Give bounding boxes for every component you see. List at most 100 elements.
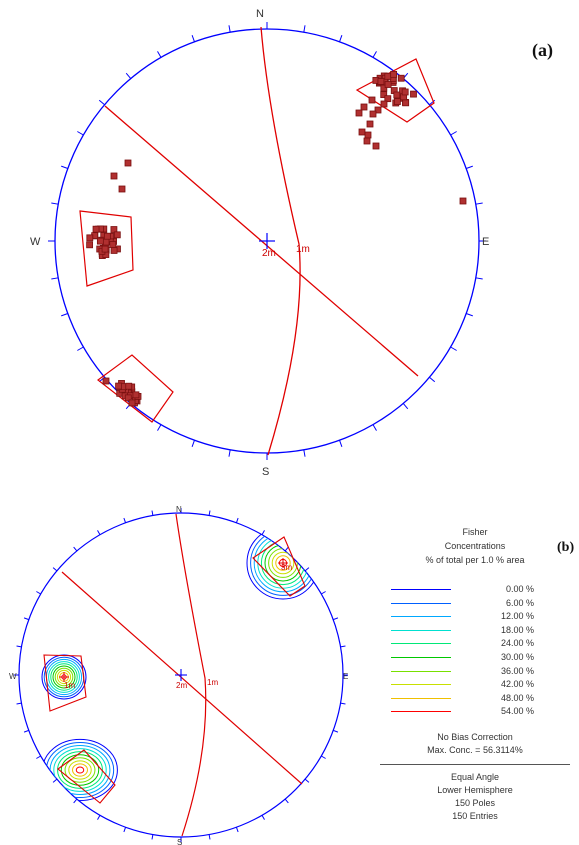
legend-level: 12.00 % [380, 610, 570, 624]
degree-tick [123, 827, 127, 833]
pole-marker [363, 137, 371, 145]
pole-marker [124, 159, 132, 167]
degree-tick [228, 25, 231, 33]
pole-marker [401, 88, 409, 96]
pole-marker [364, 131, 372, 139]
legend-swatch [391, 697, 451, 699]
degree-tick [51, 277, 59, 280]
contour-line [75, 766, 85, 774]
legend-level: 42.00 % [380, 678, 570, 692]
contour-line [275, 555, 291, 571]
legend-swatch [391, 670, 451, 672]
degree-tick [466, 165, 473, 169]
legend-level: 6.00 % [380, 597, 570, 611]
pole-count: 150 Poles [454, 797, 496, 808]
pole-marker [377, 78, 385, 85]
degree-tick [450, 131, 457, 136]
pole-marker [393, 98, 401, 105]
degree-tick [52, 567, 58, 572]
degree-tick [125, 72, 132, 79]
pole-marker [384, 72, 392, 80]
pole-marker [118, 185, 126, 193]
west-max-cross-b [59, 672, 69, 682]
degree-tick [151, 510, 154, 516]
pole-marker [358, 128, 366, 136]
legend-title-2: Concentrations [444, 541, 506, 551]
degree-tick [157, 51, 162, 58]
window-ne-a [355, 58, 435, 123]
pole-marker [103, 232, 111, 240]
contour-line [72, 763, 88, 777]
great-circle-nns-a [260, 26, 301, 456]
degree-tick [98, 99, 105, 106]
projection-type: Equal Angle [450, 771, 500, 782]
degree-tick [304, 778, 310, 783]
fisher-contours-b [41, 526, 320, 802]
pole-marker [369, 110, 377, 118]
center-cross-a [259, 233, 275, 249]
degree-tick [333, 617, 339, 621]
pole-marker [101, 245, 109, 253]
pole-marker [384, 95, 392, 103]
degree-tick [429, 376, 436, 383]
degree-tick [284, 546, 289, 552]
pole-marker [459, 197, 467, 205]
ne-set-marker-b: 3m [281, 563, 292, 572]
pole-marker [102, 377, 110, 385]
pole-marker [360, 103, 368, 111]
degree-tick [16, 645, 22, 648]
center-cross-b [175, 669, 187, 681]
contour-line [60, 754, 100, 786]
legend-level: 18.00 % [380, 624, 570, 638]
panel-b-label: (b) [557, 540, 575, 555]
legend-swatch [391, 629, 451, 631]
degree-tick [303, 25, 306, 33]
south-label-b: S [177, 838, 182, 845]
degree-tick [261, 530, 265, 535]
degree-tick [321, 591, 326, 595]
contour-line [52, 665, 76, 689]
pole-marker [86, 234, 94, 242]
degree-tick [429, 99, 436, 106]
degree-tick [208, 510, 211, 516]
hemisphere: Lower Hemisphere [437, 784, 513, 795]
pole-marker [380, 100, 388, 108]
pole-marker [115, 382, 122, 390]
degree-tick [228, 449, 231, 457]
west-label-a: W [30, 236, 41, 248]
contour-line [48, 661, 80, 693]
legend-divider [380, 763, 570, 765]
north-label-b: N [176, 505, 182, 514]
legend-title-1: Fisher [462, 527, 488, 537]
degree-tick [36, 591, 41, 595]
legend-title-3: % of total per 1.0 % area [425, 555, 525, 565]
degree-tick [123, 517, 127, 523]
window-ne-b [252, 536, 306, 597]
pole-marker [110, 247, 118, 254]
degree-tick [333, 729, 339, 733]
intersection-marker-a: 1m [296, 244, 310, 255]
pole-marker [128, 399, 136, 407]
legend-swatch [391, 711, 451, 713]
legend-value: 12.00 % [500, 611, 534, 622]
east-label-b: E [343, 672, 348, 681]
degree-tick [303, 449, 306, 457]
stereonet-b: N S E W 2m 1m 1m 3m [9, 505, 348, 845]
degree-tick [73, 546, 78, 552]
window-w-b [43, 654, 87, 712]
pole-marker [125, 382, 133, 390]
degree-tick [372, 424, 377, 431]
contour-line [68, 760, 92, 780]
pole-marker [384, 81, 392, 88]
legend-level: 48.00 % [380, 692, 570, 706]
degree-ticks-b [14, 508, 348, 842]
degree-tick [340, 645, 346, 648]
degree-tick [321, 755, 326, 759]
degree-tick [97, 530, 101, 535]
pole-marker [355, 109, 363, 117]
bias-note: No Bias Correction [437, 731, 513, 742]
pole-marker [132, 391, 140, 399]
legend-level: 54.00 % [380, 705, 570, 719]
pole-marker [390, 70, 398, 78]
